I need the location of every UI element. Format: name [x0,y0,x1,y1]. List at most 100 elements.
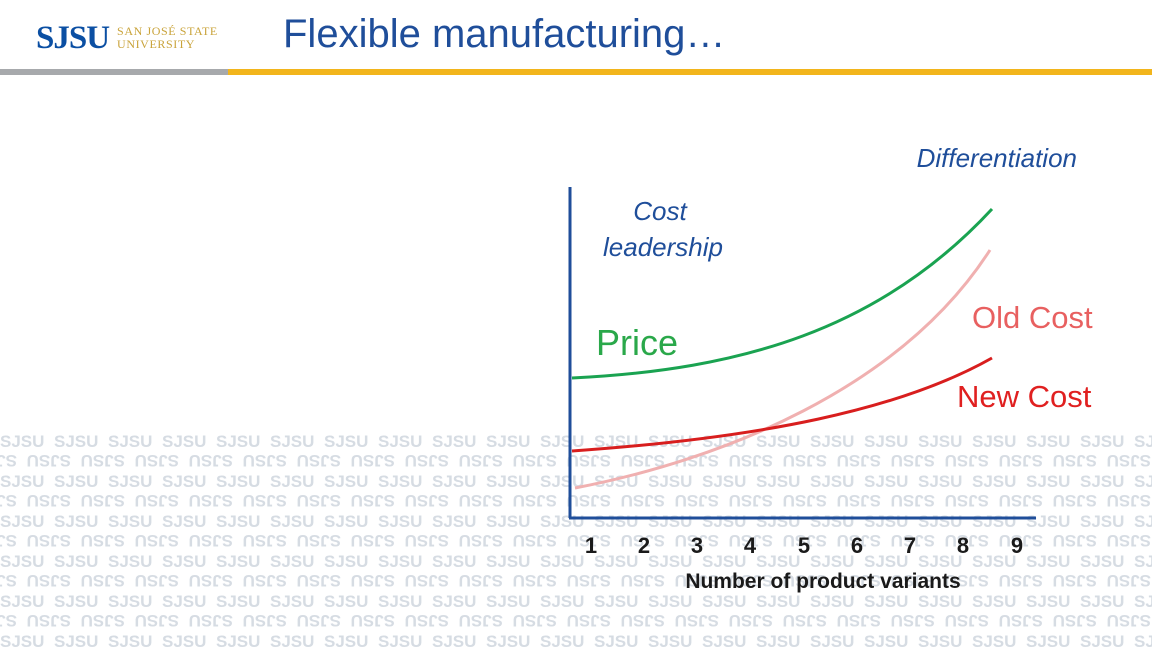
watermark-word: SJSU [405,611,449,630]
watermark-word: SJSU [216,512,260,531]
watermark-word: SJSU [54,472,98,491]
watermark-word: SJSU [810,432,854,451]
watermark-word: SJSU [729,611,773,630]
watermark-word: SJSU [27,571,71,590]
new-cost-curve [571,356,993,453]
x-tick-1: 1 [585,533,597,558]
watermark-word: SJSU [81,531,125,550]
watermark-word: SJSU [378,552,422,571]
price-label: Price [596,322,678,363]
watermark-word: SJSU [162,512,206,531]
watermark-word: SJSU [216,632,260,648]
watermark-word: SJSU [1134,432,1152,451]
watermark-word: SJSU [648,512,692,531]
watermark-word: SJSU [432,592,476,611]
watermark-word: SJSU [1053,451,1097,470]
watermark-word: SJSU [891,571,935,590]
watermark-word: SJSU [567,611,611,630]
watermark-word: SJSU [864,432,908,451]
x-tick-4: 4 [744,533,757,558]
watermark-word: SJSU [972,472,1016,491]
watermark-word: SJSU [54,432,98,451]
watermark-word: SJSU [351,451,395,470]
watermark-word: SJSU [54,632,98,648]
watermark-word: SJSU [459,451,503,470]
watermark-word: SJSU [837,611,881,630]
watermark-word: SJSU [486,592,530,611]
watermark-word: SJSU [486,512,530,531]
watermark-word: SJSU [567,571,611,590]
new-cost-label: New Cost [957,379,1092,414]
watermark-word: SJSU [459,531,503,550]
watermark-word: SJSU [81,491,125,510]
watermark-word: SJSU [918,472,962,491]
watermark-pattern: SJSU SJSU SJSU SJSU SJSU SJSU SJSU SJSU SJSU SJSU… [0,432,1152,648]
watermark-word: SJSU [567,451,611,470]
watermark-word: SJSU [783,451,827,470]
watermark-word: SJSU [81,451,125,470]
differentiation-label: Differentiation [917,143,1077,173]
watermark-word: SJSU [702,472,746,491]
watermark-word: SJSU [972,432,1016,451]
watermark-word: SJSU [783,531,827,550]
watermark-word: SJSU [270,632,314,648]
watermark-word: SJSU [783,611,827,630]
watermark-word: SJSU [783,491,827,510]
watermark-word: SJSU [1080,432,1124,451]
watermark-word: SJSU [1053,571,1097,590]
watermark-word: SJSU [432,512,476,531]
watermark-word: SJSU [513,611,557,630]
watermark-word: SJSU [405,531,449,550]
watermark-word: SJSU [837,531,881,550]
watermark-word: SJSU [459,571,503,590]
watermark-word: SJSU [135,571,179,590]
watermark-word: SJSU [432,432,476,451]
watermark-word: SJSU [351,531,395,550]
watermark-word: SJSU [648,632,692,648]
watermark-word: SJSU [54,552,98,571]
watermark-word: SJSU [810,552,854,571]
watermark-word: SJSU [351,611,395,630]
watermark-word: SJSU [162,432,206,451]
watermark-word: SJSU [378,512,422,531]
watermark-word: SJSU [135,611,179,630]
watermark-word: SJSU [27,491,71,510]
watermark-word: SJSU [810,472,854,491]
watermark-word: SJSU [972,512,1016,531]
watermark-word: SJSU [270,512,314,531]
watermark-word: SJSU [648,552,692,571]
watermark-word: SJSU [621,451,665,470]
sjsu-logo: SJSU SAN JOSÉ STATE UNIVERSITY [36,18,218,58]
watermark-word: SJSU [486,472,530,491]
watermark-word: SJSU [378,432,422,451]
watermark-word: SJSU [0,512,44,531]
watermark-word: SJSU [162,552,206,571]
logo-text: SAN JOSÉ STATE UNIVERSITY [117,25,218,51]
watermark-word: SJSU [513,491,557,510]
x-tick-8: 8 [957,533,969,558]
watermark-word: SJSU [594,552,638,571]
watermark-word: SJSU [756,592,800,611]
watermark-word: SJSU [864,552,908,571]
watermark-word: SJSU [0,632,44,648]
x-axis-label: Number of product variants [685,570,960,593]
watermark-word: SJSU [297,531,341,550]
watermark-word: SJSU [486,632,530,648]
watermark-word: SJSU [864,592,908,611]
watermark-word: SJSU [702,512,746,531]
watermark-word: SJSU [1026,592,1070,611]
watermark-word: SJSU [756,632,800,648]
watermark-word: SJSU [567,491,611,510]
watermark-word: SJSU [972,552,1016,571]
watermark-word: SJSU [594,632,638,648]
watermark-word: SJSU [459,491,503,510]
watermark-word: SJSU [0,592,44,611]
watermark-word: SJSU [162,632,206,648]
watermark-word: SJSU [189,571,233,590]
logo-line-1: SAN JOSÉ STATE [117,24,218,38]
watermark-word: SJSU [0,491,17,510]
watermark-word: SJSU [1080,472,1124,491]
watermark-word: SJSU [1134,632,1152,648]
header: SJSU SAN JOSÉ STATE UNIVERSITY Flexible … [0,0,1152,76]
watermark-word: SJSU [0,432,44,451]
